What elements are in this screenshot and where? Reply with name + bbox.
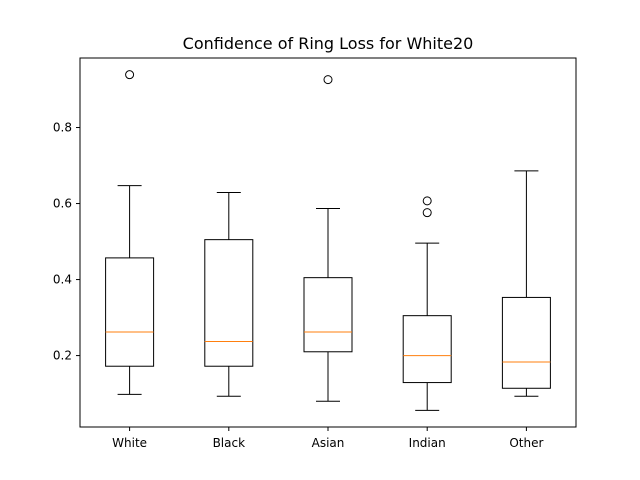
plot-area: 0.2 0.4 0.6 0.8 White Black Asian Indian Other [53, 57, 577, 450]
box-iqr [303, 277, 353, 353]
box-iqr [105, 257, 155, 367]
box-group-black: Black [204, 192, 254, 450]
box-group-asian: Asian [303, 75, 353, 450]
chart-title: Confidence of Ring Loss for White20 [183, 34, 474, 53]
outlier-point [422, 196, 432, 206]
outlier-point [125, 70, 135, 80]
y-tick-label: 0.2 [53, 349, 72, 363]
outlier-point [422, 208, 432, 218]
box-iqr [501, 296, 551, 389]
box-iqr [402, 315, 452, 384]
y-tick-label: 0.6 [53, 197, 72, 211]
x-tick-label: Asian [312, 436, 345, 450]
y-tick-label: 0.8 [53, 121, 72, 135]
box-iqr [204, 239, 254, 367]
x-tick-label: Other [509, 436, 543, 450]
outlier-point [323, 75, 333, 85]
x-tick-label: Indian [409, 436, 446, 450]
box-group-other: Other [501, 170, 551, 450]
y-tick-label: 0.4 [53, 273, 72, 287]
box-group-indian: Indian [402, 196, 452, 450]
box-group-white: White [105, 70, 155, 450]
x-tick-label: Black [213, 436, 246, 450]
x-tick-label: White [112, 436, 147, 450]
